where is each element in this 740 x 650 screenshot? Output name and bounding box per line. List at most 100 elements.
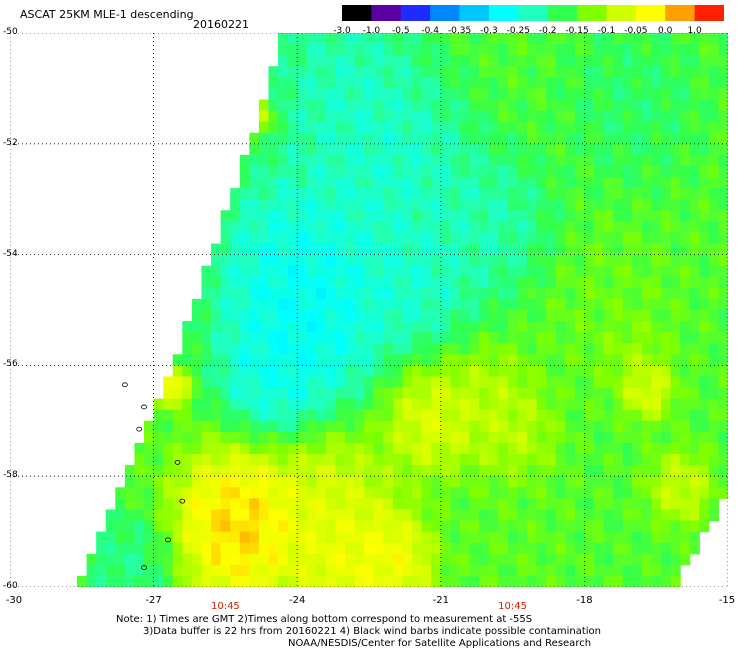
swath-cell — [680, 542, 691, 555]
swath-cell — [335, 387, 346, 400]
swath-cell — [574, 77, 585, 89]
island-outline — [179, 498, 186, 504]
swath-cell — [670, 387, 681, 400]
swath-cell — [440, 298, 451, 311]
swath-cell — [641, 143, 653, 156]
swath-cell — [172, 575, 183, 587]
swath-cell — [613, 265, 624, 278]
swath-cell — [440, 55, 451, 67]
swath-cell — [488, 44, 499, 56]
swath-cell — [335, 121, 346, 134]
swath-cell — [220, 365, 231, 378]
swath-cell — [565, 110, 576, 123]
swath-cell — [498, 365, 509, 378]
swath-cell — [335, 365, 346, 378]
swath-cell — [584, 132, 595, 145]
swath-cell — [651, 365, 662, 378]
swath-cell — [258, 99, 270, 112]
swath-cell — [526, 321, 538, 333]
swath-cell — [593, 221, 605, 234]
swath-cell — [507, 387, 518, 400]
swath-cell — [316, 354, 327, 366]
swath-cell — [660, 232, 672, 245]
swath-cell — [440, 276, 451, 289]
swath-cell — [278, 498, 289, 511]
swath-cell — [144, 465, 155, 477]
swath-cell — [641, 520, 653, 533]
swath-cell — [105, 542, 116, 555]
swath-cell — [191, 509, 203, 522]
swath-cell — [565, 88, 576, 101]
swath-cell — [708, 487, 720, 499]
swath-cell — [421, 465, 432, 477]
swath-cell — [325, 442, 337, 455]
swath-cell — [584, 442, 595, 455]
swath-cell — [211, 476, 222, 488]
swath-cell — [392, 276, 404, 289]
swath-cell — [498, 420, 509, 433]
swath-cell — [546, 498, 557, 511]
swath-cell — [507, 177, 518, 189]
swath-cell — [555, 88, 566, 101]
swath-cell — [555, 365, 566, 378]
swath-cell — [469, 188, 480, 200]
swath-cell — [689, 498, 700, 511]
swath-cell — [613, 44, 624, 56]
swath-cell — [287, 121, 298, 134]
swath-cell — [469, 332, 480, 344]
swath-cell — [660, 199, 672, 211]
swath-cell — [584, 398, 595, 411]
swath-cell — [641, 431, 653, 444]
swath-cell — [431, 454, 442, 466]
swath-cell — [498, 398, 509, 411]
swath-cell — [239, 221, 250, 234]
swath-cell — [182, 564, 193, 577]
swath-cell — [680, 33, 691, 45]
swath-cell — [689, 199, 700, 211]
swath-cell — [440, 199, 451, 211]
swath-cell — [325, 177, 337, 189]
swath-cell — [249, 343, 260, 355]
swath-cell — [459, 531, 471, 544]
swath-cell — [469, 564, 480, 577]
swath-cell — [469, 431, 480, 444]
swath-cell — [392, 265, 404, 278]
swath-cell — [258, 476, 270, 488]
swath-cell — [536, 431, 547, 444]
swath-cell — [412, 376, 423, 389]
swath-cell — [488, 398, 499, 411]
swath-cell — [689, 343, 700, 355]
swath-cell — [373, 232, 384, 245]
swath-cell — [459, 575, 471, 587]
swath-cell — [239, 498, 250, 511]
swath-cell — [593, 210, 605, 222]
swath-cell — [392, 33, 404, 45]
swath-cell — [632, 132, 643, 145]
swath-cell — [306, 44, 317, 56]
swath-cell — [670, 132, 681, 145]
swath-cell — [498, 542, 509, 555]
swath-cell — [258, 520, 270, 533]
swath-cell — [632, 265, 643, 278]
swath-cell — [699, 132, 710, 145]
swath-cell — [526, 520, 538, 533]
swath-cell — [278, 376, 289, 389]
swath-cell — [373, 542, 384, 555]
swath-cell — [517, 177, 528, 189]
swath-cell — [431, 332, 442, 344]
swath-cell — [268, 276, 279, 289]
swath-cell — [297, 143, 308, 156]
swath-cell — [546, 165, 557, 178]
swath-cell — [651, 420, 662, 433]
swath-cell — [507, 265, 518, 278]
swath-cell — [258, 531, 270, 544]
swath-cell — [574, 387, 585, 400]
swath-cell — [517, 343, 528, 355]
swath-cell — [402, 55, 413, 67]
swath-cell — [373, 177, 384, 189]
swath-cell — [153, 398, 164, 411]
swath-cell — [134, 454, 145, 466]
lat-tick-label: -56 — [3, 359, 18, 370]
swath-cell — [622, 542, 633, 555]
swath-cell — [335, 564, 346, 577]
